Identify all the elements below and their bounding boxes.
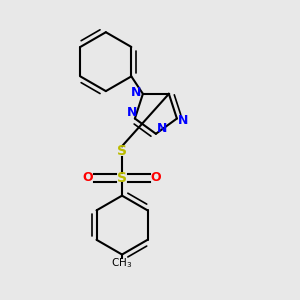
Text: CH$_3$: CH$_3$ bbox=[111, 256, 133, 270]
Text: N: N bbox=[178, 113, 189, 127]
Text: N: N bbox=[131, 86, 142, 99]
Text: O: O bbox=[83, 172, 94, 184]
Text: N: N bbox=[157, 122, 167, 135]
Text: S: S bbox=[117, 145, 127, 158]
Text: N: N bbox=[127, 106, 137, 119]
Text: O: O bbox=[151, 172, 161, 184]
Text: S: S bbox=[117, 171, 127, 185]
